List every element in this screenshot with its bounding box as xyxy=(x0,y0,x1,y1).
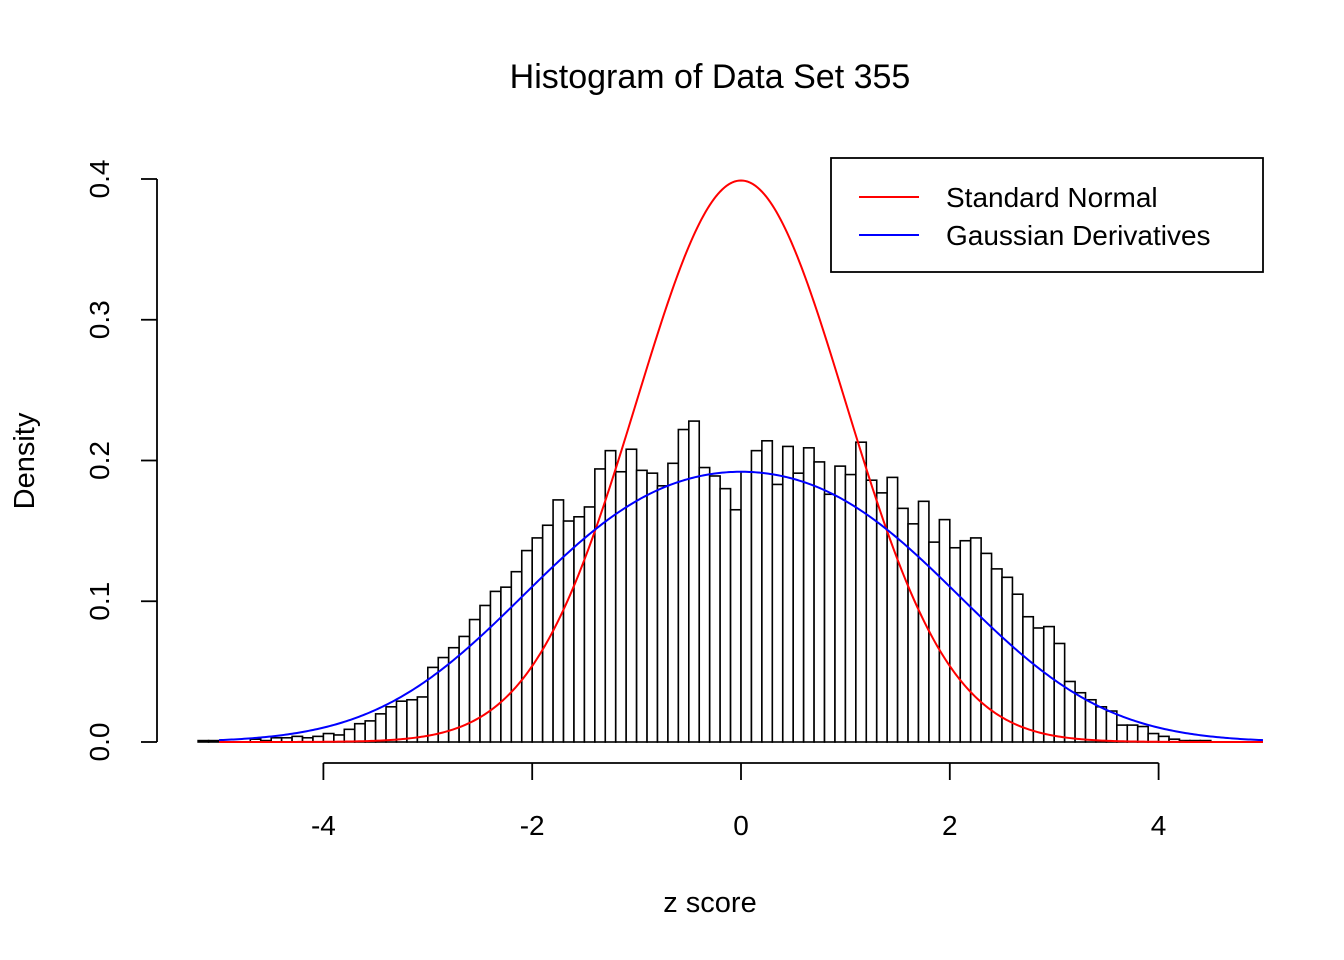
histogram-bar xyxy=(667,462,680,743)
histogram-bar xyxy=(364,720,377,743)
histogram-bar xyxy=(573,515,586,743)
x-tick-label: 4 xyxy=(1151,810,1167,841)
histogram-bar xyxy=(625,448,638,743)
histogram-bar xyxy=(1116,724,1129,743)
y-tick-label: 0.2 xyxy=(84,441,115,480)
gaussian-derivatives-curve xyxy=(218,470,1264,742)
standard-normal-curve xyxy=(219,179,1263,743)
histogram-bar xyxy=(1074,691,1087,743)
histogram-bar xyxy=(594,468,607,743)
histogram-bar xyxy=(1136,725,1149,743)
histogram-bar xyxy=(1011,593,1024,743)
histogram-bar xyxy=(395,700,408,743)
legend-label-standard-normal: Standard Normal xyxy=(946,182,1158,213)
histogram-bar xyxy=(823,493,836,743)
histogram-bar xyxy=(834,465,847,743)
density-curves xyxy=(218,179,1264,743)
histogram-bar xyxy=(802,447,815,743)
histogram-bar xyxy=(406,698,419,743)
histogram-bars xyxy=(197,420,1212,743)
histogram-bar xyxy=(385,706,398,743)
histogram-bar xyxy=(1042,625,1056,743)
histogram-bar xyxy=(1147,732,1160,743)
histogram-bar xyxy=(656,485,669,743)
histogram-bar xyxy=(938,518,951,743)
histogram-bar xyxy=(531,537,544,743)
histogram-bar xyxy=(771,483,784,743)
histogram-bar xyxy=(635,469,648,743)
histogram-bar xyxy=(677,428,690,743)
histogram-bar xyxy=(886,476,899,743)
histogram-bar xyxy=(761,439,774,743)
histogram-bar xyxy=(792,472,805,743)
histogram-bar xyxy=(844,473,857,743)
histogram-bar xyxy=(343,728,356,743)
histogram-bar xyxy=(1095,706,1108,743)
y-tick-label: 0.0 xyxy=(84,723,115,762)
histogram-bar xyxy=(969,537,982,743)
x-tick-label: -4 xyxy=(311,810,336,841)
histogram-bar xyxy=(322,732,335,743)
histogram-bar xyxy=(646,472,659,743)
x-axis: -4 -2 0 2 4 xyxy=(311,762,1167,841)
x-tick-label: 2 xyxy=(942,810,958,841)
histogram-bar xyxy=(520,549,534,743)
y-tick-label: 0.4 xyxy=(84,160,115,199)
histogram-bar xyxy=(740,470,753,743)
histogram-bar xyxy=(1032,627,1045,743)
histogram-bar xyxy=(1084,698,1097,743)
histogram-bar xyxy=(750,449,763,743)
histogram-bar xyxy=(489,590,502,743)
histogram-bar xyxy=(719,487,732,743)
legend-label-gaussian-derivatives: Gaussian Derivatives xyxy=(946,220,1211,251)
x-tick-label: -2 xyxy=(520,810,545,841)
histogram-bar xyxy=(729,508,742,743)
histogram-bar xyxy=(1022,615,1035,743)
histogram-bar xyxy=(583,506,596,743)
y-tick-label: 0.3 xyxy=(84,300,115,339)
histogram-bar xyxy=(948,546,962,743)
histogram-bar xyxy=(980,552,993,743)
x-axis-label: z score xyxy=(663,887,756,919)
histogram-bar xyxy=(781,445,795,743)
histogram-bar xyxy=(813,461,826,743)
chart-title: Histogram of Data Set 355 xyxy=(510,58,911,96)
y-tick-label: 0.1 xyxy=(84,582,115,621)
x-tick-label: 0 xyxy=(733,810,749,841)
histogram-bar xyxy=(875,492,888,743)
histogram-bar xyxy=(1053,642,1066,743)
histogram-bar xyxy=(479,604,492,743)
histogram-bar xyxy=(353,722,366,743)
histogram-bar xyxy=(855,441,868,743)
histogram-bar xyxy=(500,586,513,743)
histogram-bar xyxy=(959,539,972,743)
histogram-bar xyxy=(698,466,711,743)
histogram-bar xyxy=(197,739,210,743)
histogram-bar xyxy=(1105,710,1118,743)
histogram-bar xyxy=(207,739,220,743)
y-axis-label: Density xyxy=(9,412,41,509)
legend-box xyxy=(830,157,1264,273)
histogram-bar xyxy=(708,475,721,743)
y-axis: 0.0 0.1 0.2 0.3 0.4 xyxy=(84,160,158,762)
legend: Standard Normal Gaussian Derivatives xyxy=(830,157,1264,273)
histogram-bar xyxy=(687,420,701,743)
histogram-bar xyxy=(374,713,387,743)
histogram-bar xyxy=(1126,724,1139,743)
